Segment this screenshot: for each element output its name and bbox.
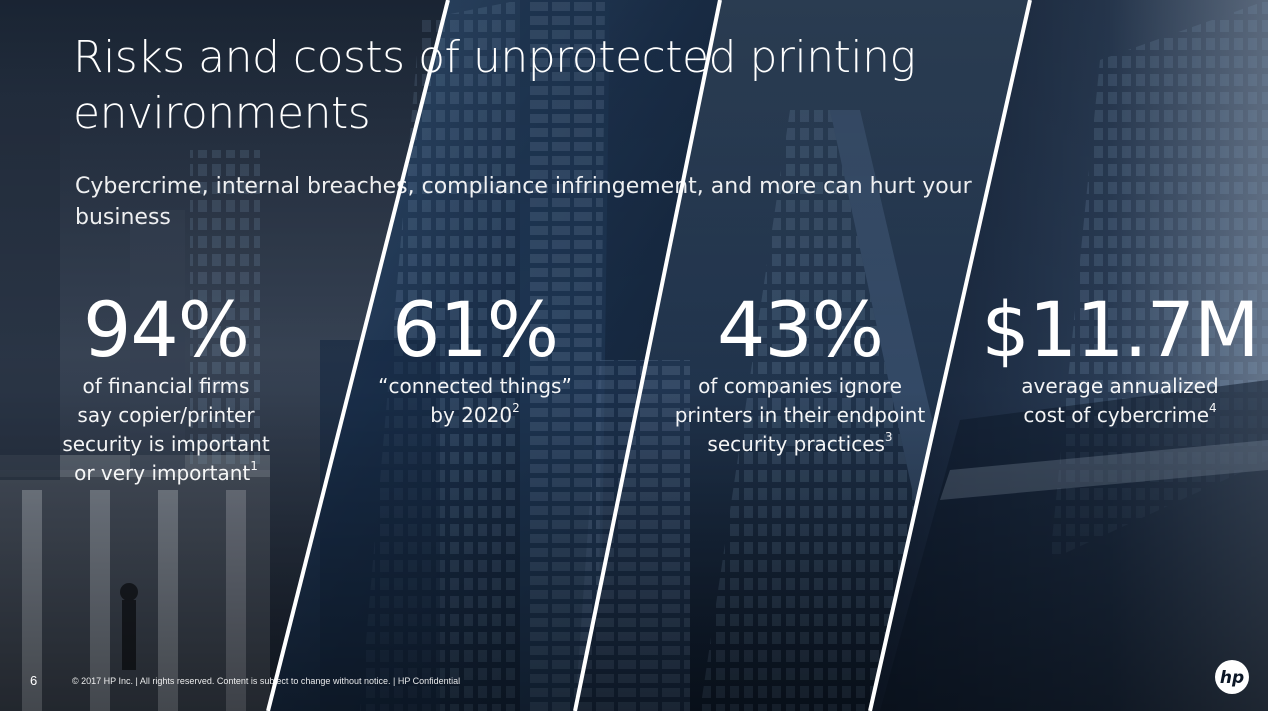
stat-description: average annualized cost of cybercrime4 — [975, 372, 1265, 430]
stat-companies-ignore-printers: 43% of companies ignore printers in thei… — [660, 288, 940, 459]
stat-desc-line: cost of cybercrime — [1023, 403, 1210, 427]
stat-desc-line: security practices — [707, 432, 885, 456]
stat-desc-line: of companies ignore — [698, 374, 902, 398]
stat-description: of financial firms say copier/printer se… — [36, 372, 296, 488]
slide-title: Risks and costs of unprotected printing … — [73, 30, 1073, 142]
stat-value: 94% — [83, 285, 250, 374]
stat-desc-line: security is important — [62, 432, 270, 456]
slide-title-line-2: environments — [73, 88, 371, 139]
slide-title-line-1: Risks and costs of unprotected printing — [73, 32, 916, 83]
stat-cybercrime-cost: $11.7M average annualized cost of cyberc… — [975, 288, 1265, 430]
page-number: 6 — [30, 673, 38, 688]
stat-desc-line: average annualized — [1021, 374, 1219, 398]
stat-value: 61% — [392, 285, 559, 374]
stat-desc-line: by 2020 — [430, 403, 513, 427]
footnote-marker: 3 — [884, 430, 893, 445]
hp-logo-text: hp — [1220, 668, 1244, 688]
slide-subtitle-line-2: business — [75, 205, 171, 230]
stat-connected-things: 61% “connected things” by 20202 — [355, 288, 595, 430]
stat-desc-line: printers in their endpoint — [674, 403, 926, 427]
stat-financial-firms: 94% of financial firms say copier/printe… — [36, 288, 296, 488]
footnote-marker: 4 — [1209, 401, 1217, 416]
stat-value: 43% — [717, 285, 884, 374]
stat-description: of companies ignore printers in their en… — [660, 372, 940, 459]
stat-desc-line: of financial firms — [82, 374, 250, 398]
stat-desc-line: say copier/printer — [77, 403, 255, 427]
hp-logo-icon: hp — [1215, 660, 1249, 694]
footnote-marker: 1 — [250, 459, 258, 474]
stat-description: “connected things” by 20202 — [355, 372, 595, 430]
divider-line-3 — [868, 0, 1032, 711]
stat-value: $11.7M — [981, 285, 1259, 374]
divider-line-2 — [573, 0, 722, 711]
slide-subtitle: Cybercrime, internal breaches, complianc… — [75, 171, 1105, 233]
slide-subtitle-line-1: Cybercrime, internal breaches, complianc… — [75, 174, 972, 199]
divider-line-1 — [266, 0, 450, 711]
footer-copyright: © 2017 HP Inc. | All rights reserved. Co… — [72, 676, 461, 686]
footnote-marker: 2 — [512, 401, 520, 416]
stat-desc-line: “connected things” — [378, 374, 572, 398]
stat-desc-line: or very important — [74, 461, 251, 485]
